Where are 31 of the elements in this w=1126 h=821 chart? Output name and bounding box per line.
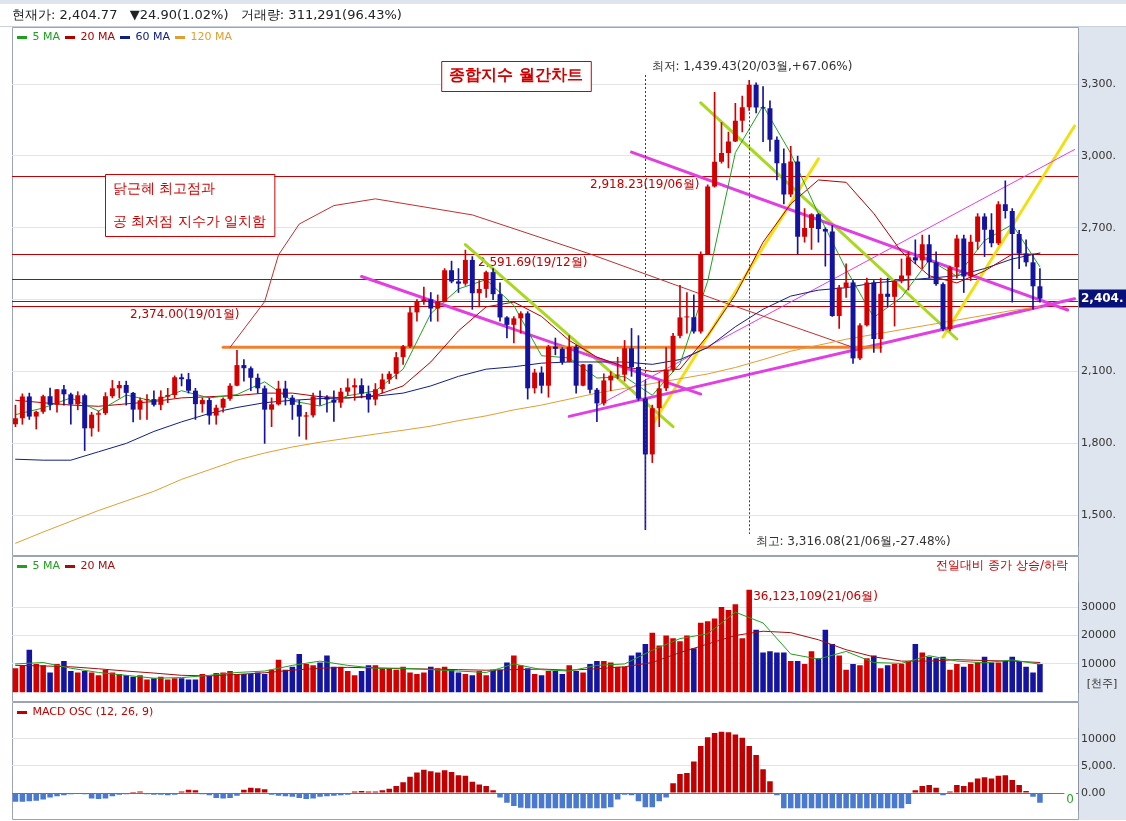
text: 종합지수 월간차트: [449, 65, 583, 85]
chart-subtitle: 현재가: 2,404.77 ▼24.90(1.02%) 거래량: 311,291(96.43%): [12, 7, 402, 22]
annotation: 최고: 3,316.08(21/06월,-27.48%): [755, 534, 951, 549]
y-axis-title: [천주]: [1086, 677, 1118, 691]
y-tick-label: 30000: [1081, 599, 1116, 613]
y-tick-label: 10000: [1081, 731, 1116, 745]
ref-line-label: 2,918.23(19/06월): [590, 176, 700, 191]
y-tick-label: 2,700.: [1081, 220, 1116, 234]
legend-label: 20 MA: [80, 30, 116, 44]
ref-line-label: 0: [1066, 792, 1075, 807]
y-tick-label: 3,300.: [1081, 77, 1116, 90]
ref-line-label: 2,374.00(19/01월): [130, 307, 240, 322]
legend-label: 5 MA: [32, 30, 61, 44]
y-tick-label: 5,000.: [1081, 758, 1116, 772]
y-tick-label: 1,800.: [1081, 436, 1116, 450]
annotation: 36,123,109(21/06월): [753, 588, 878, 603]
annotation: 최저: 1,439.43(20/03월,+67.06%): [651, 59, 853, 74]
y-tick-label: 2,100.: [1081, 364, 1116, 378]
text: 전일대비 종가 상승/하락: [936, 558, 1068, 573]
y-tick-label: 0.00: [1081, 785, 1106, 799]
y-tick-label: 1,500.: [1081, 508, 1116, 522]
text: 닭근혜 최고점과 공 최저점 지수가 일치함: [113, 179, 267, 229]
legend-label: MACD OSC (12, 26, 9): [32, 705, 154, 719]
y-tick-label: 20000: [1081, 628, 1116, 642]
y-tick-label: 10000: [1081, 656, 1116, 670]
legend-label: 60 MA: [135, 30, 171, 44]
legend-label: 120 MA: [190, 30, 233, 44]
legend-label: 20 MA: [80, 559, 116, 573]
y-tick-label: 3,000.: [1081, 148, 1116, 162]
legend-label: 5 MA: [32, 559, 61, 573]
text: 2,404.: [1081, 290, 1124, 305]
